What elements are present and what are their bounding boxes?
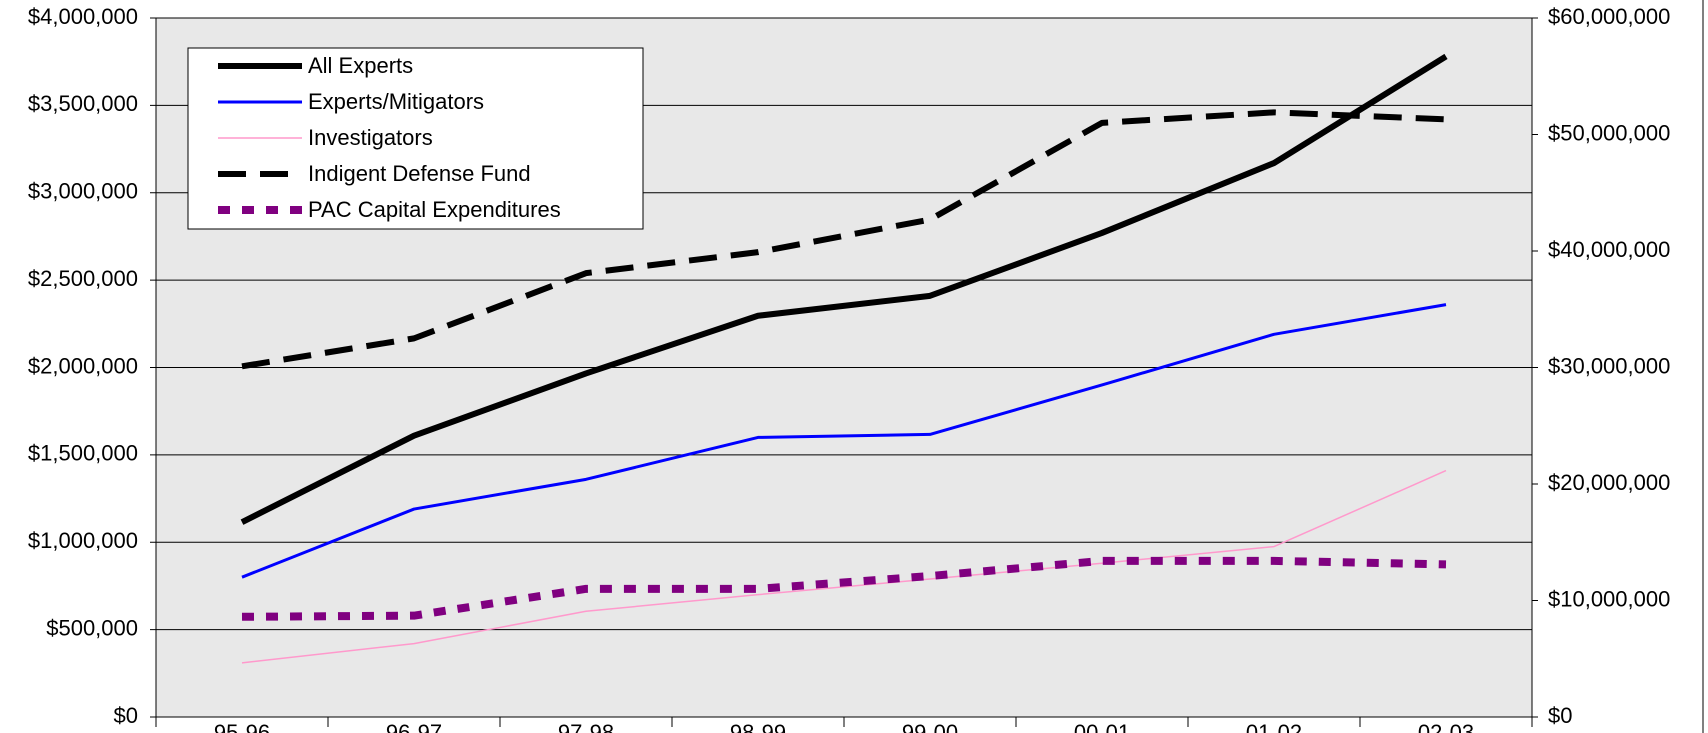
series-line	[241, 556, 1447, 621]
y-tick-label: $2,500,000	[28, 266, 138, 291]
y2-tick-label: $40,000,000	[1548, 237, 1670, 262]
series-line	[241, 469, 1447, 664]
y-tick-label: $500,000	[46, 615, 138, 640]
y2-tick-label: $10,000,000	[1548, 586, 1670, 611]
x-tick-label: 99-00	[902, 720, 958, 733]
y2-tick-label: $50,000,000	[1548, 120, 1670, 145]
x-tick-label: 96-97	[386, 720, 442, 733]
y-tick-label: $3,500,000	[28, 91, 138, 116]
y2-tick-label: $20,000,000	[1548, 470, 1670, 495]
y2-tick-label: $0	[1548, 703, 1572, 728]
legend-label: Indigent Defense Fund	[308, 161, 531, 186]
x-tick-label: 02-03	[1418, 720, 1474, 733]
y-tick-label: $1,500,000	[28, 441, 138, 466]
legend-label: PAC Capital Expenditures	[308, 197, 561, 222]
legend-label: Experts/Mitigators	[308, 89, 484, 114]
y2-tick-label: $60,000,000	[1548, 4, 1670, 29]
x-tick-label: 01-02	[1246, 720, 1302, 733]
y-tick-label: $2,000,000	[28, 353, 138, 378]
series-line	[241, 303, 1447, 579]
x-tick-label: 00-01	[1074, 720, 1130, 733]
legend-label: All Experts	[308, 53, 413, 78]
y2-tick-label: $30,000,000	[1548, 353, 1670, 378]
x-tick-label: 98-99	[730, 720, 786, 733]
x-tick-label: 95-96	[214, 720, 270, 733]
y-tick-label: $3,000,000	[28, 179, 138, 204]
x-tick-label: 97-98	[558, 720, 614, 733]
legend-label: Investigators	[308, 125, 433, 150]
y-tick-label: $0	[114, 703, 138, 728]
series-line	[240, 53, 1448, 525]
y-tick-label: $1,000,000	[28, 528, 138, 553]
y-tick-label: $4,000,000	[28, 4, 138, 29]
